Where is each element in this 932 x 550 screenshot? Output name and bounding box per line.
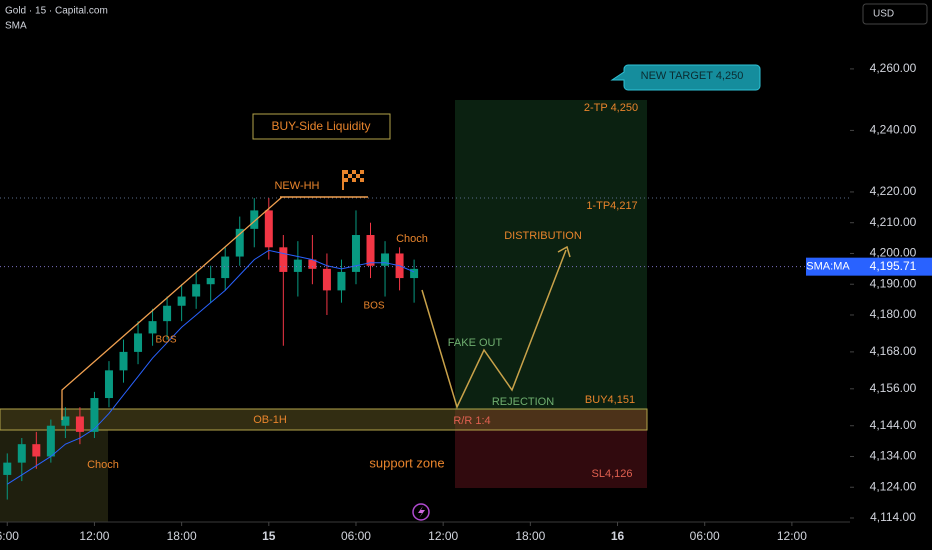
annotation: support zone [369,455,444,470]
x-tick-label: 12:00 [79,529,109,543]
y-tick-label: 4,144.00 [870,418,917,432]
x-tick-label: 18:00 [515,529,545,543]
candle-body [17,444,26,463]
candle-body [381,253,390,266]
candle-body [163,305,172,322]
ticks: 4,114.00 4,124.00 4,134.00 4,144.00 4,156.00… [0,61,917,543]
annotation: NEW-HH [274,180,319,192]
projection-arrow [557,245,571,258]
y-tick-label: 4,200.00 [870,246,917,260]
candle-body [366,235,375,266]
y-tick-label: 4,124.00 [870,479,917,493]
sma-tag [806,257,850,276]
candle-body [337,271,346,291]
candle-body [46,425,55,457]
y-tick-label: 4,134.00 [870,449,917,463]
candle-body [104,370,113,399]
y-tick-label: 4,240.00 [870,123,917,137]
currency-button[interactable] [862,3,928,25]
candle-body [134,333,143,352]
y-tick-label: 4,114.00 [870,510,916,524]
annotation: BUY-Side Liquidity [272,119,371,133]
target-callout [610,64,761,91]
candle-body [61,416,70,426]
price-tag-label: 4,195.71 [870,259,917,273]
sma-tag-label: SMA:MA [806,261,850,273]
x-tick-label: 15 [262,529,276,543]
y-tick-label: 4,168.00 [870,344,917,358]
x-tick-label: 06:00 [690,529,720,543]
candle-body [177,296,186,306]
annotation: 1-TP4,217 [586,200,637,212]
annotation: Choch [87,459,119,471]
candle-body [32,444,41,457]
candle-body [75,416,84,432]
ob-zone [0,408,648,431]
candle-body [221,256,230,279]
annotation: DISTRIBUTION [504,230,582,242]
candle-body [410,268,419,279]
y-tick-label: 4,156.00 [870,381,917,395]
profit-zone [455,100,647,410]
y-tick-label: 4,190.00 [870,276,917,290]
y-tick-label: 4,180.00 [870,307,917,321]
annotation: BUY4,151 [585,394,635,406]
plot: SMA:MA 4,195.71 [0,198,932,500]
candle-body [308,259,317,269]
x-tick-label: 6:00 [0,529,19,543]
annotation: REJECTION [492,396,554,408]
projection-path [421,249,567,410]
candle-body [279,247,288,272]
indicator-label: SMA [5,21,27,32]
annotation: R/R 1:4 [453,415,490,427]
loss-zone [455,410,647,488]
x-tick-label: 12:00 [777,529,807,543]
candle-body [90,398,99,432]
annotation: BOS [155,335,176,346]
annotation: OB-1H [253,414,287,426]
y-tick-label: 4,260.00 [870,61,917,75]
x-tick-label: 12:00 [428,529,458,543]
y-tick-label: 4,210.00 [870,215,917,229]
chart-title: Gold · 15 · Capital.com [5,6,108,17]
candle-body [322,268,331,291]
flag-icon [342,170,364,190]
candle-body [264,210,273,248]
x-tick-label: 18:00 [167,529,197,543]
candle-body [351,235,360,272]
annotation: Choch [396,233,428,245]
candle-body [235,228,244,257]
trend-line [61,196,283,420]
candle-body [192,284,201,297]
x-tick-label: 06:00 [341,529,371,543]
candle-body [250,210,259,229]
sma-line [6,249,415,485]
candle-body [206,278,215,285]
liquidity-box [252,113,391,140]
event-bolt [418,506,425,518]
candle-body [148,321,157,334]
candle-body [119,351,128,371]
price-tag [850,257,932,276]
y-tick-label: 4,220.00 [870,184,917,198]
annotation: SL4,126 [592,468,633,480]
annotation: FAKE OUT [448,337,503,349]
candle-body [293,259,302,272]
annotation: BOS [363,301,384,312]
x-tick-label: 16 [611,529,625,543]
annotation: 2-TP 4,250 [584,102,638,114]
candle-body [3,462,12,475]
event-icon [412,503,430,521]
target-text: NEW TARGET 4,250 [641,70,744,82]
currency-label: USD [873,9,894,20]
